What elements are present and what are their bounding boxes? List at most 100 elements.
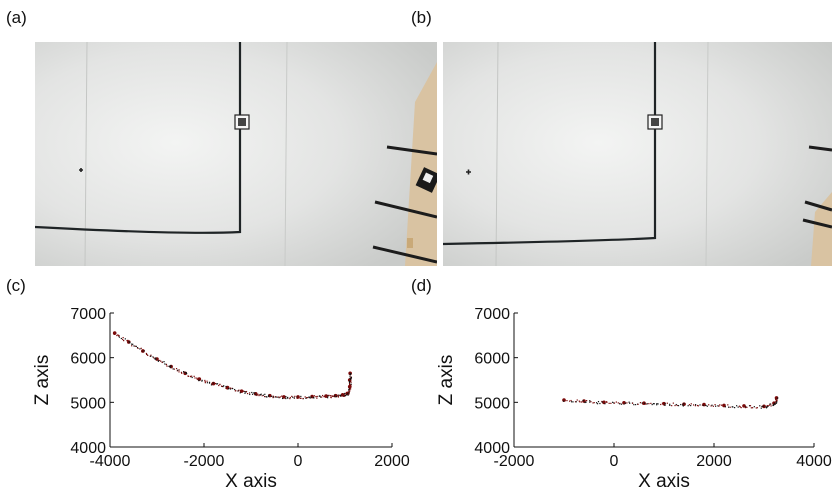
trajectory-dot	[291, 395, 293, 397]
trajectory-dot	[334, 396, 336, 398]
trajectory-dot	[124, 338, 126, 340]
trajectory-dot	[260, 393, 262, 395]
panel-label-a: (a)	[6, 8, 27, 27]
trajectory-dot	[350, 376, 353, 379]
trajectory-dot	[178, 369, 180, 371]
trajectory-dot	[669, 404, 671, 406]
trajectory-dot	[348, 391, 350, 393]
trajectory-dot	[760, 407, 762, 409]
trajectory-dot	[132, 343, 134, 345]
trajectory-dot	[334, 394, 336, 396]
trajectory-dot	[755, 407, 757, 409]
trajectory-dot	[624, 402, 627, 404]
trajectory-dot	[613, 402, 615, 404]
trajectory-dot	[604, 403, 606, 405]
x-axis-label: X axis	[225, 471, 277, 492]
panel-label-b: (b)	[411, 8, 432, 27]
trajectory-dot	[265, 396, 267, 398]
trajectory-dot	[296, 396, 298, 398]
trajectory-dot	[216, 383, 218, 385]
trajectory-dot	[767, 405, 769, 408]
trajectory-dot	[664, 404, 666, 407]
trajectory-dot	[201, 379, 203, 381]
trajectory-dot	[350, 381, 352, 383]
trajectory-dot	[180, 371, 183, 373]
trajectory-dot	[750, 407, 752, 409]
trajectory-dot	[266, 396, 268, 398]
trajectory-dot	[222, 385, 224, 388]
x-tick-label: -2000	[494, 453, 535, 470]
trajectory-dot	[276, 396, 278, 398]
trajectory-dot	[633, 404, 635, 406]
trajectory-dot	[214, 382, 216, 385]
trajectory-dot	[299, 397, 301, 399]
trajectory-dot	[722, 404, 724, 406]
trajectory-dot	[323, 396, 325, 398]
trajectory-dot	[211, 383, 213, 385]
trajectory-dot	[712, 405, 714, 407]
trajectory-dot	[350, 383, 352, 385]
trajectory-dot	[349, 384, 352, 386]
trajectory-dot	[201, 380, 203, 382]
trajectory-dot	[239, 392, 241, 394]
trajectory-dot	[763, 405, 766, 407]
trajectory-dot	[273, 396, 275, 398]
trajectory-dot	[165, 364, 168, 366]
trajectory-dot	[321, 396, 323, 398]
trajectory-dot	[333, 395, 335, 398]
trajectory-dot	[204, 381, 206, 383]
trajectory-dot	[258, 394, 260, 397]
trajectory-dot	[743, 404, 745, 406]
trajectory-dot	[651, 403, 653, 406]
trajectory-dot	[775, 402, 778, 404]
trajectory-dot	[307, 397, 309, 399]
trajectory-dot	[714, 404, 716, 406]
trajectory-dot	[316, 397, 318, 399]
trajectory-dot	[774, 403, 776, 405]
trajectory-dot	[672, 402, 674, 404]
trajectory-dot	[214, 382, 217, 385]
trajectory-dot	[699, 404, 701, 406]
trajectory-dot	[724, 406, 727, 408]
y-tick-label: 6000	[70, 351, 106, 368]
trajectory-dot	[170, 365, 172, 367]
trajectory-dot	[206, 380, 208, 382]
trajectory-dot	[309, 397, 311, 399]
trajectory-dot	[305, 397, 307, 399]
trajectory-dot	[674, 404, 676, 407]
trajectory-dot	[606, 401, 608, 403]
trajectory-dot	[349, 377, 351, 379]
trajectory-dot	[650, 402, 652, 404]
trajectory-dots	[113, 333, 353, 400]
trajectory-dot	[204, 382, 206, 384]
trajectory-dot	[208, 382, 211, 384]
trajectory-dot	[283, 396, 285, 398]
trajectory-dot	[736, 405, 738, 407]
trajectory-dot	[285, 396, 287, 398]
trajectory-dot	[171, 366, 173, 369]
trajectory-dot	[251, 391, 253, 394]
camera-image-b	[443, 42, 832, 266]
trajectory-dot	[187, 375, 190, 377]
trajectory-dot	[147, 354, 149, 357]
trajectory-dot	[348, 390, 350, 392]
trajectory-dot	[641, 402, 643, 404]
trajectory-dot	[287, 396, 289, 399]
trajectory-dot	[729, 406, 731, 408]
trajectory-dot	[139, 348, 141, 350]
trajectory-dot	[240, 390, 242, 393]
x-tick-label: 2000	[696, 453, 732, 470]
trajectory-dot	[234, 388, 236, 391]
trajectory-dot	[349, 375, 351, 377]
trajectory-dot	[342, 393, 344, 396]
trajectory-dot	[746, 406, 748, 408]
trajectory-dot	[697, 405, 699, 407]
trajectory-dot	[185, 372, 187, 374]
trajectory-dot	[706, 405, 708, 407]
trajectory-dot	[344, 393, 346, 395]
trajectory-dot	[246, 392, 249, 395]
trajectory-dot	[776, 400, 778, 402]
trajectory-dot	[718, 405, 720, 407]
trajectory-dot	[349, 378, 352, 380]
trajectory-dot	[608, 402, 610, 404]
